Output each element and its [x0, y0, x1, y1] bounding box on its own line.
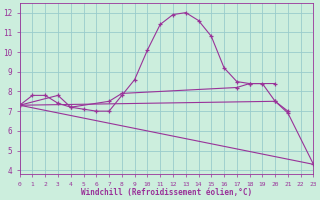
- X-axis label: Windchill (Refroidissement éolien,°C): Windchill (Refroidissement éolien,°C): [81, 188, 252, 197]
